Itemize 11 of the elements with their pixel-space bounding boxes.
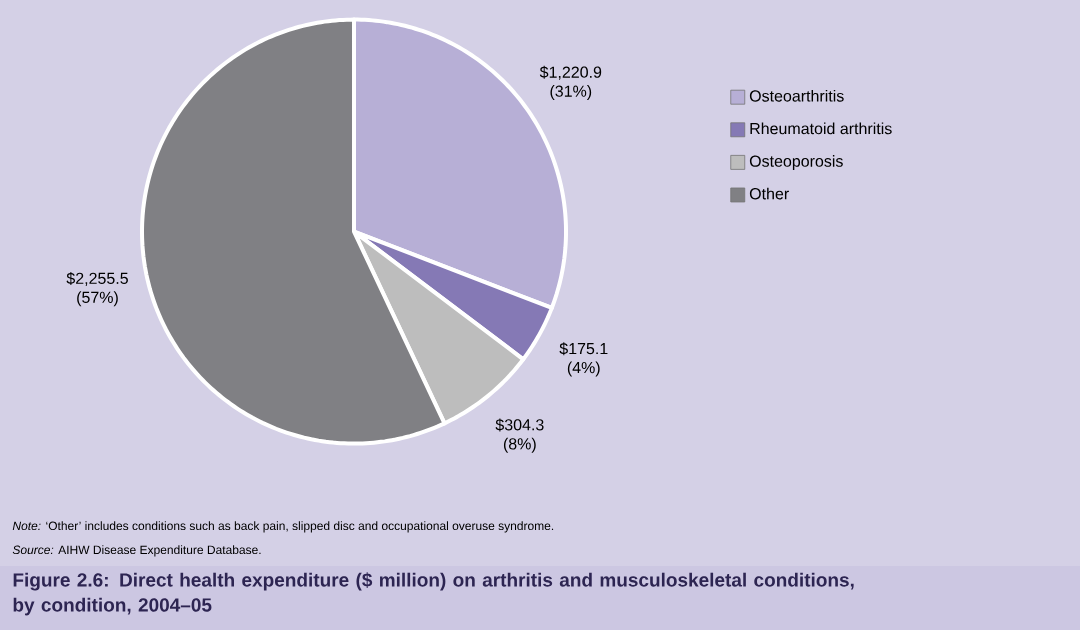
legend-label: Osteoporosis [749,155,843,170]
legend-label: Other [749,187,789,200]
data-label: $2,255.5 (57%) [66,272,128,307]
text: Source: AIHW Disease Expenditure Database. [12,545,261,557]
text: Figure 2.6: Direct health expenditure ($ million) on arthritis and musculoskeletal conditions, by condition, 2004–05 [13,572,854,616]
text: Note: ‘Other’ includes conditions such as back pain, slipped disc and occupational overuse syndrome. [12,521,554,533]
legend-label: Osteoarthritis [749,89,844,102]
data-label: $175.1 (4%) [559,342,608,377]
legend-label: Rheumatoid arthritis [750,122,892,135]
data-label: $1,220.9 (31%) [539,65,602,100]
data-label: $304.3 (8%) [495,418,544,453]
